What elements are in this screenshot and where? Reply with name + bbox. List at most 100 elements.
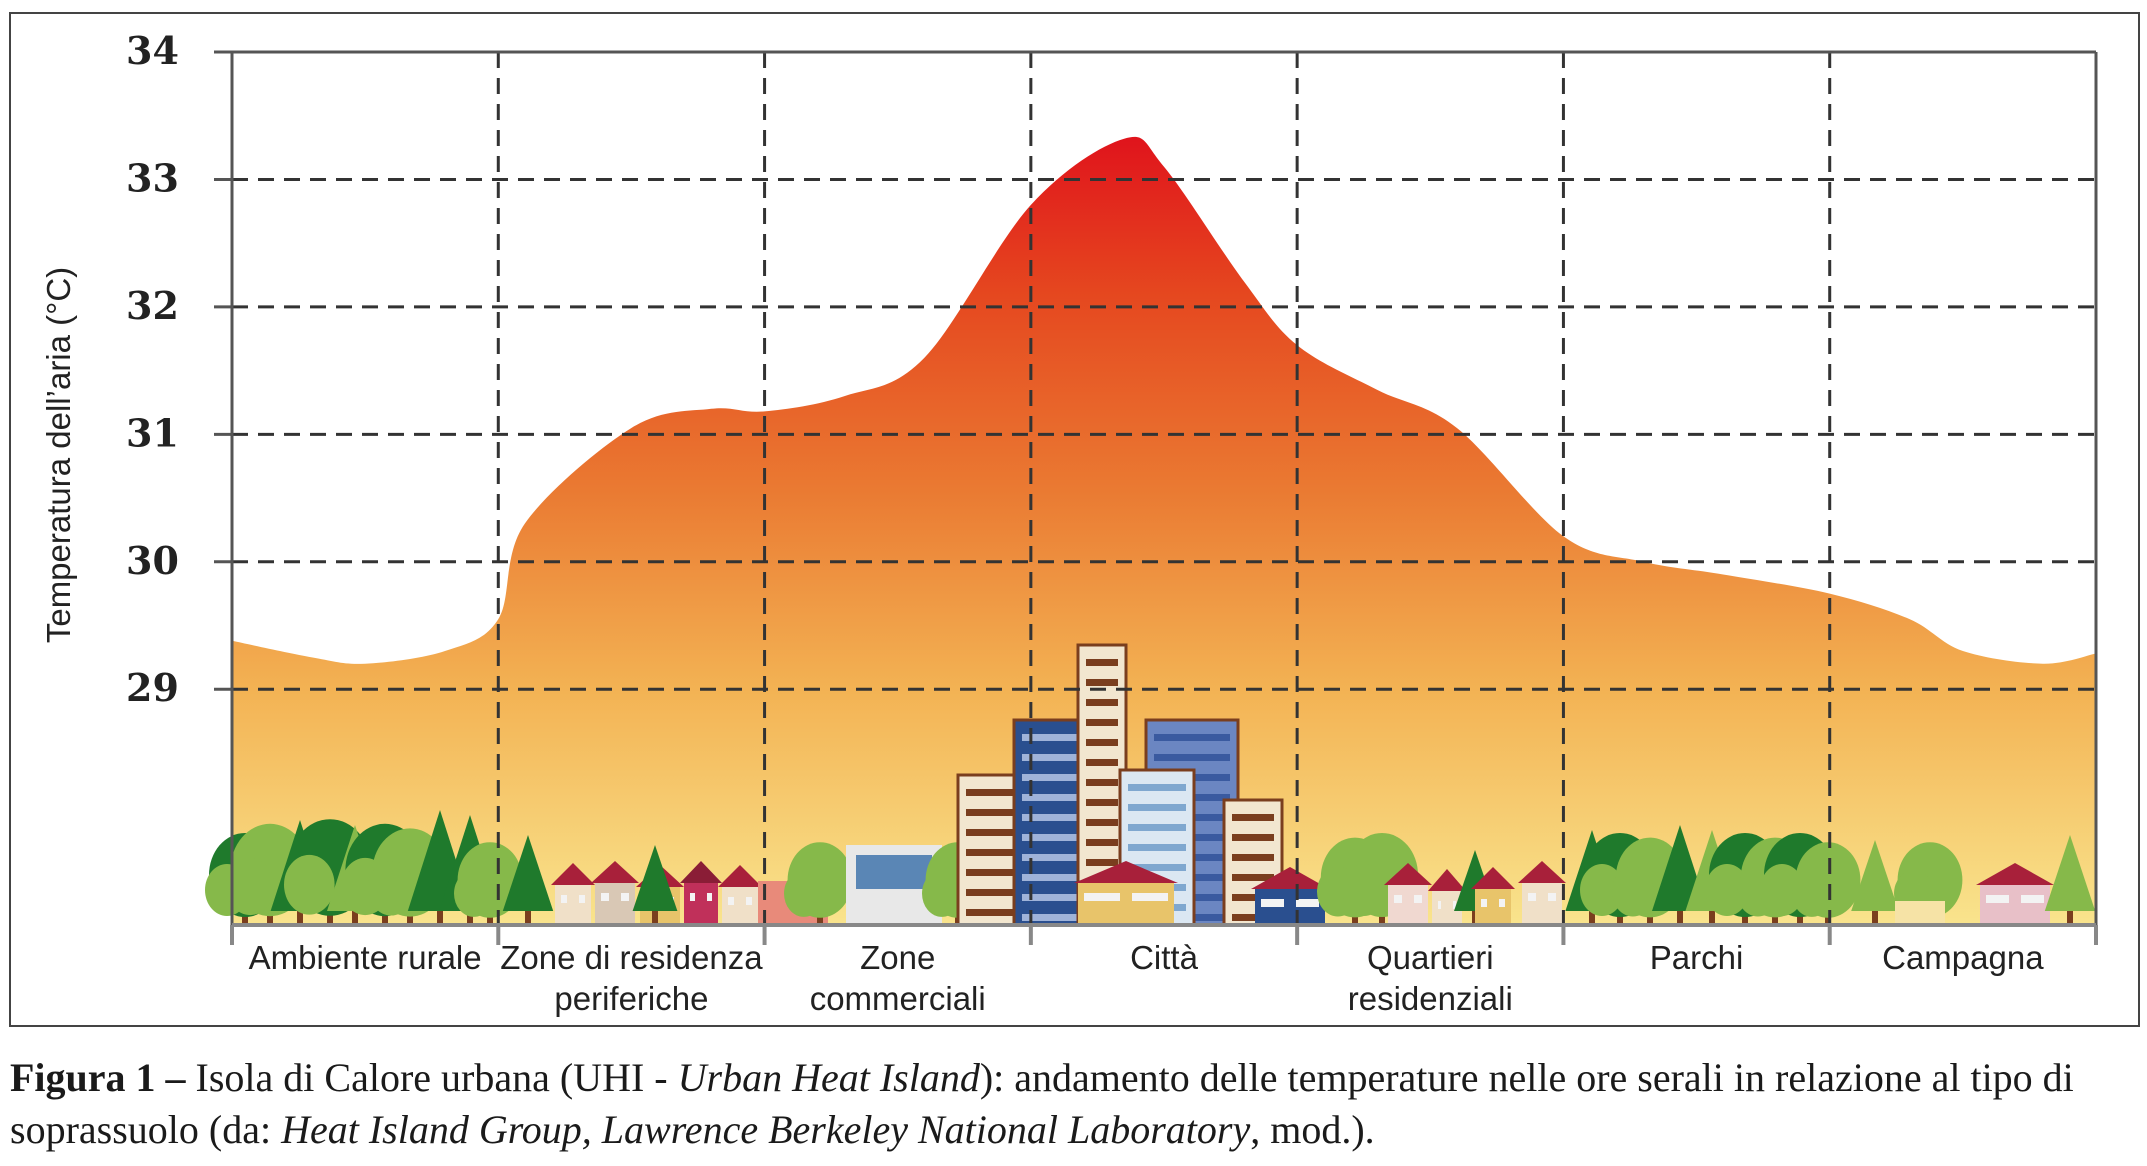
tree: [1792, 842, 1861, 925]
tree-trunk: [652, 903, 658, 925]
building-window-row: [1232, 834, 1274, 841]
tree-crown-highlight: [226, 857, 275, 916]
tree-crown-highlight: [1760, 864, 1804, 916]
building-window-row: [966, 789, 1016, 796]
x-category-labels: Ambiente rurale Zone di residenza periferi…: [249, 939, 2045, 1017]
building-window-row: [1022, 854, 1100, 861]
y-tick-label: 34: [126, 28, 179, 73]
tree: [1851, 840, 1899, 925]
temperature-area: [232, 136, 2096, 925]
building-window-row: [1022, 834, 1100, 841]
building-window-row: [1232, 854, 1274, 861]
house-window: [1528, 893, 1536, 901]
building-window-row: [1086, 719, 1118, 726]
category-label: Città: [1130, 939, 1199, 976]
house-roof: [1976, 863, 2054, 885]
category-label: residenziali: [1348, 980, 1513, 1017]
tree-crown-highlight: [1342, 864, 1386, 916]
building-window-row: [1022, 794, 1100, 801]
tree: [454, 842, 523, 925]
house-window: [707, 893, 712, 901]
tree-crown-highlight: [1580, 864, 1624, 916]
caption-text-3: , mod.).: [1250, 1107, 1375, 1152]
building-window-row: [1086, 859, 1118, 866]
house-wall: [555, 885, 591, 925]
house-roof: [680, 861, 722, 883]
building-window-row: [1128, 844, 1186, 851]
house-window: [690, 893, 695, 901]
house: [680, 861, 722, 925]
figure-frame: [9, 12, 2140, 1027]
category-label: Parchi: [1650, 939, 1744, 976]
house-wall: [1980, 885, 2050, 925]
house: [1471, 867, 1515, 925]
building-window-row: [1232, 894, 1274, 901]
tree: [784, 842, 853, 925]
house-window: [1438, 901, 1441, 909]
y-tick-labels: 29 30 31 32 33 34: [126, 28, 179, 710]
house: [718, 865, 762, 925]
building-window-row: [1022, 894, 1100, 901]
building-window-row: [1086, 739, 1118, 746]
category-label: periferiche: [554, 980, 708, 1017]
building-window-row: [1086, 759, 1118, 766]
house-window: [561, 895, 567, 903]
building-window-row: [966, 809, 1016, 816]
building-window-row: [1086, 699, 1118, 706]
tree-trunk: [525, 903, 531, 925]
building-window-row: [1086, 799, 1118, 806]
building-window-row: [966, 829, 1016, 836]
building-window-row: [1128, 784, 1186, 791]
building-window-row: [1022, 874, 1100, 881]
house-window: [1132, 893, 1168, 901]
house-roof: [1471, 867, 1515, 889]
house-window: [621, 893, 629, 901]
y-tick-label: 33: [126, 155, 179, 200]
caption-italic-1: Urban Heat Island: [677, 1055, 980, 1100]
landscape-illustration: [205, 643, 2096, 927]
tree-crown-highlight: [368, 860, 415, 916]
tree-trunk: [352, 903, 358, 925]
category-label: Zone di residenza: [500, 939, 763, 976]
building-window-row: [1128, 824, 1186, 831]
house-window: [728, 897, 734, 905]
house-window: [1261, 899, 1284, 907]
caption-italic-2: Heat Island Group, Lawrence Berkeley Nat…: [281, 1107, 1251, 1152]
category-label: Ambiente rurale: [249, 939, 482, 976]
tree-crown: [632, 845, 678, 911]
house-wall: [722, 887, 758, 925]
building-window-row: [966, 889, 1016, 896]
building-window-row: [966, 869, 1016, 876]
tree-trunk: [1709, 903, 1715, 925]
y-tick-label: 29: [126, 665, 179, 710]
axes: [214, 50, 2098, 945]
building-window-row: [966, 909, 1016, 916]
tree-crown-highlight: [454, 870, 494, 917]
house-roof: [1428, 869, 1466, 891]
category-label: Quartieri: [1367, 939, 1494, 976]
tree-crown-highlight: [784, 870, 824, 917]
house-wall: [1475, 889, 1511, 925]
house-window: [1084, 893, 1120, 901]
y-tick-label: 32: [126, 283, 179, 328]
building-window-row: [1154, 734, 1230, 741]
category-label: commerciali: [810, 980, 986, 1017]
tree-trunk: [1677, 903, 1683, 925]
tree-trunk: [297, 903, 303, 925]
house-window: [2021, 895, 2044, 903]
house-wall: [1522, 883, 1562, 925]
house-window: [1499, 899, 1505, 907]
house: [1074, 861, 1178, 925]
building-window-row: [1128, 864, 1186, 871]
house-window: [1414, 895, 1422, 903]
caption-label: Figura 1 –: [10, 1055, 186, 1100]
building-window-row: [1086, 819, 1118, 826]
tree-crown-highlight: [1792, 870, 1832, 917]
house-roof: [1251, 867, 1329, 889]
building-window-row: [1232, 914, 1274, 921]
tree: [632, 845, 678, 925]
house-wall: [684, 883, 718, 925]
house-window: [579, 895, 585, 903]
tree-crown-highlight: [284, 854, 335, 915]
building-window-row: [1022, 814, 1100, 821]
